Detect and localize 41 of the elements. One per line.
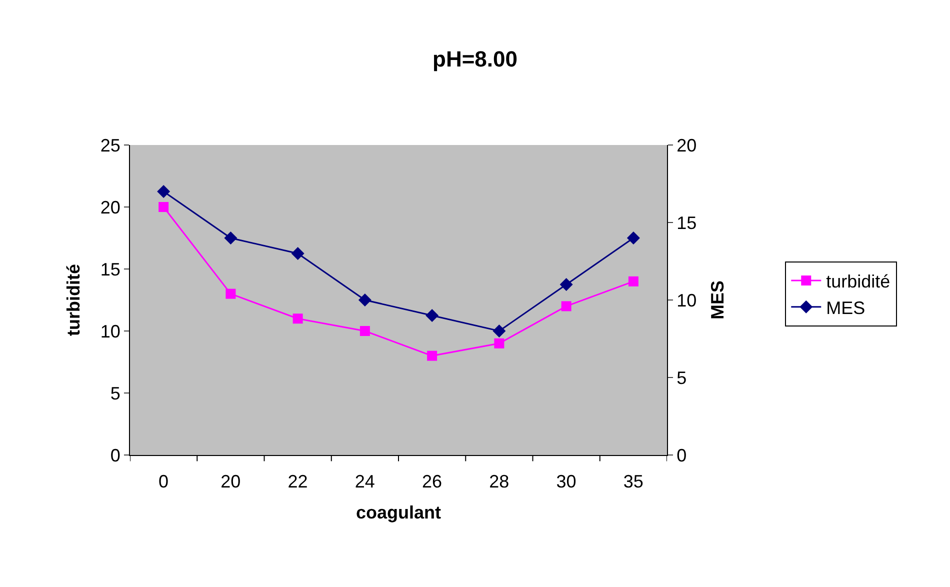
- x-tick-label: 0: [158, 472, 169, 492]
- y2-tick-label: 5: [676, 368, 687, 388]
- point: [492, 324, 506, 338]
- y-axis-title: turbidité: [64, 264, 84, 336]
- legend-label: turbidité: [826, 272, 890, 292]
- y-tick-label: 15: [100, 259, 120, 280]
- y2-axis-title: MES: [708, 280, 728, 320]
- point: [224, 232, 238, 244]
- y2-tick-label: 15: [676, 212, 697, 233]
- point: [358, 294, 372, 306]
- legend-label: MES: [826, 298, 866, 318]
- y-tick-label: 20: [100, 197, 120, 218]
- x-tick-label: 30: [556, 472, 576, 492]
- point: [158, 202, 169, 212]
- x-tick-label: 20: [220, 472, 241, 492]
- point: [226, 288, 236, 299]
- y2-tick-label: 20: [676, 135, 697, 156]
- point: [561, 301, 572, 312]
- point: [292, 314, 303, 324]
- y2-tick-label: 0: [676, 445, 687, 466]
- x-axis-title: coagulant: [356, 502, 442, 523]
- chart-title: pH=8.00: [432, 46, 518, 72]
- x-tick-label: 24: [354, 472, 375, 492]
- x-tick-label: 26: [422, 472, 442, 492]
- point: [157, 185, 170, 198]
- point: [291, 247, 304, 260]
- point: [560, 278, 573, 291]
- point: [628, 276, 638, 286]
- point: [494, 338, 504, 348]
- y-tick-label: 0: [110, 445, 120, 466]
- point: [427, 350, 438, 361]
- point: [626, 232, 640, 244]
- x-tick-label: 22: [288, 472, 308, 492]
- y-tick-label: 10: [100, 321, 120, 342]
- y-tick-label: 25: [100, 135, 120, 156]
- point: [360, 326, 370, 336]
- y2-tick-label: 10: [676, 290, 697, 310]
- point: [426, 309, 439, 322]
- y-tick-label: 5: [110, 383, 120, 404]
- x-tick-label: 35: [623, 472, 644, 492]
- x-tick-label: 28: [489, 472, 510, 492]
